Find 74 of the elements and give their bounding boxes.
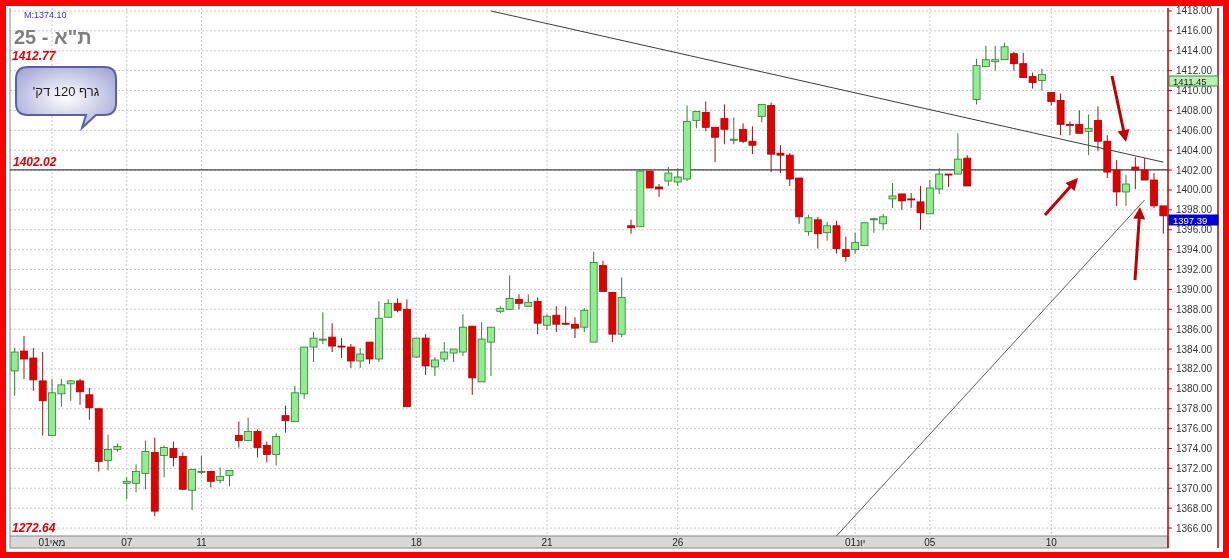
annotation: גרף 120 דק' (32, 84, 100, 99)
candlestick (953, 132, 962, 175)
candlestick (234, 421, 243, 448)
ytick: 1374.00 (1176, 443, 1213, 454)
candlestick (580, 307, 589, 333)
ytick: 1376.00 (1176, 423, 1213, 435)
candlestick (365, 341, 374, 365)
ytick: 1400.00 (1176, 184, 1213, 196)
ytick: 1366.00 (1176, 522, 1213, 534)
xtick: 26 (672, 537, 684, 548)
candlestick (841, 236, 850, 263)
ytick: 1388.00 (1176, 303, 1213, 315)
text: 1411.45 (1173, 75, 1207, 87)
xtick: 18 (410, 537, 422, 548)
candlestick (281, 405, 290, 434)
xtick: 10 (1045, 537, 1057, 548)
candlestick (76, 378, 84, 406)
ytick: 1412.00 (1176, 65, 1213, 77)
xtick: 05 (924, 537, 936, 548)
candlestick (38, 351, 47, 437)
xtick: 21 (541, 537, 553, 548)
text: 1397.39 (1173, 214, 1208, 226)
candlestick (85, 387, 94, 421)
candlestick (1038, 68, 1046, 92)
ytick: 1416.00 (1176, 25, 1213, 37)
candlestick (1131, 156, 1140, 190)
annotation: 1412.77 (12, 49, 57, 63)
candlestick (888, 182, 897, 209)
xtick: 11 (196, 537, 207, 548)
ytick: 1390.00 (1176, 283, 1213, 295)
ytick: 1368.00 (1176, 502, 1213, 514)
ytick: 1394.00 (1176, 244, 1213, 256)
ytick: 1392.00 (1176, 264, 1213, 275)
candlestick (729, 116, 738, 145)
annotation: 1272.64 (12, 521, 56, 535)
candlestick (515, 293, 523, 310)
candlestick (627, 219, 635, 235)
xtick: 01יונ (845, 537, 866, 548)
candlestick (813, 216, 822, 250)
ytick: 1380.00 (1176, 383, 1213, 395)
ytick: 1382.00 (1176, 363, 1213, 375)
candlestick (216, 466, 225, 484)
ytick: 1378.00 (1176, 403, 1213, 415)
ytick: 1396.00 (1176, 224, 1213, 236)
candlestick (823, 221, 832, 242)
candlestick (916, 185, 925, 231)
xtick: 07 (121, 537, 133, 548)
candlestick (552, 305, 561, 333)
ytick: 1402.00 (1176, 164, 1213, 176)
candlestick (244, 417, 253, 442)
xtick: 01מאי (38, 537, 66, 548)
ytick: 1406.00 (1176, 124, 1213, 136)
annotation: M:1374.10 (24, 10, 67, 20)
candlestick (1084, 113, 1093, 156)
candlestick (272, 433, 281, 466)
candlestick (533, 296, 542, 335)
ytick: 1384.00 (1176, 343, 1213, 355)
ytick: 1418.00 (1176, 5, 1213, 17)
candlestick (160, 445, 168, 478)
candlestick (1122, 174, 1130, 207)
ytick: 1398.00 (1176, 204, 1213, 216)
ytick: 1408.00 (1176, 104, 1213, 116)
ytick: 1404.00 (1176, 144, 1213, 156)
ytick: 1410.00 (1176, 85, 1213, 97)
candlestick (356, 347, 365, 369)
ytick: 1414.00 (1176, 45, 1213, 57)
title: ת"א - 25 (14, 26, 92, 48)
candlestick (804, 214, 813, 237)
ytick: 1372.00 (1176, 462, 1213, 474)
ytick: 1370.00 (1176, 482, 1213, 494)
candlestick (10, 347, 19, 397)
candlestick (832, 220, 841, 255)
ref-line-label: 1402.02 (13, 154, 57, 169)
ytick: 1386.00 (1176, 323, 1213, 335)
